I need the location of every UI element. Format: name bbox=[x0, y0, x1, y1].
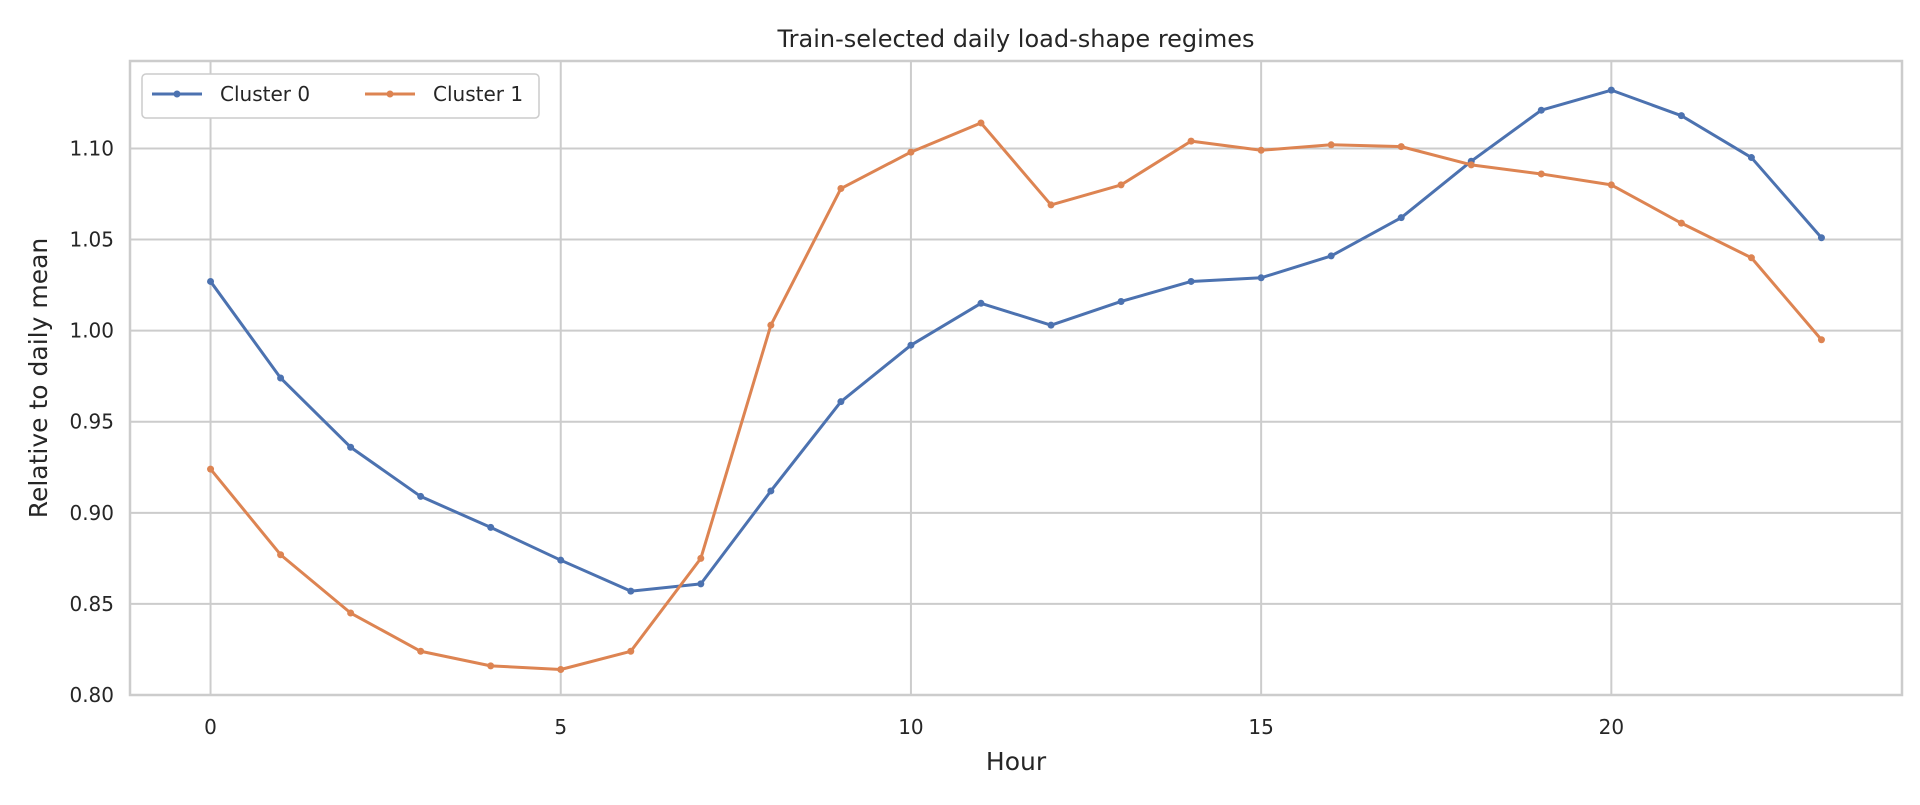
data-point bbox=[977, 119, 985, 127]
x-tick-label: 15 bbox=[1248, 715, 1273, 739]
data-point bbox=[1677, 112, 1685, 120]
data-point bbox=[1327, 141, 1335, 149]
y-tick-label: 0.80 bbox=[69, 683, 114, 707]
legend: Cluster 0 Cluster 1 bbox=[141, 73, 540, 119]
x-tick-label: 0 bbox=[204, 715, 217, 739]
data-point bbox=[1607, 181, 1615, 189]
legend-marker bbox=[173, 90, 181, 98]
legend-label: Cluster 1 bbox=[433, 82, 523, 106]
legend-marker bbox=[386, 90, 394, 98]
data-point bbox=[1677, 219, 1685, 227]
data-point bbox=[487, 662, 495, 670]
data-point bbox=[1817, 234, 1825, 242]
y-tick-label: 0.95 bbox=[69, 410, 114, 434]
x-tick-label: 5 bbox=[554, 715, 567, 739]
data-point bbox=[1047, 321, 1055, 329]
data-point bbox=[1817, 336, 1825, 344]
data-point bbox=[1537, 106, 1545, 114]
plot-frame bbox=[128, 59, 1904, 697]
series-line bbox=[209, 88, 1823, 593]
grid-layer bbox=[130, 61, 1902, 696]
data-point bbox=[977, 299, 985, 307]
data-point bbox=[277, 551, 285, 559]
data-point bbox=[347, 609, 355, 617]
data-point bbox=[277, 374, 285, 382]
data-point bbox=[1747, 154, 1755, 162]
y-tick-label: 0.90 bbox=[69, 501, 114, 525]
data-point bbox=[837, 185, 845, 193]
data-point bbox=[1397, 143, 1405, 151]
data-point bbox=[347, 443, 355, 451]
legend-item: Cluster 0 bbox=[152, 82, 310, 106]
y-axis-label: Relative to daily mean bbox=[24, 238, 53, 519]
x-tick-label: 10 bbox=[898, 715, 923, 739]
data-point bbox=[207, 465, 215, 473]
data-point bbox=[1397, 214, 1405, 222]
data-point bbox=[557, 665, 565, 673]
data-point bbox=[1047, 201, 1055, 209]
data-point bbox=[627, 647, 635, 655]
data-point bbox=[697, 580, 705, 588]
data-point bbox=[417, 492, 425, 500]
data-point bbox=[207, 277, 215, 285]
data-point bbox=[487, 523, 495, 531]
legend-items: Cluster 0 Cluster 1 bbox=[152, 82, 523, 106]
chart-title: Train-selected daily load-shape regimes bbox=[777, 25, 1255, 53]
data-point bbox=[907, 148, 915, 156]
y-tick-label: 1.05 bbox=[69, 228, 114, 252]
tick-layer: 0 5 10 15 20 0.80 0.85 0.90 0.95 1.00 1.05 1.10 bbox=[69, 136, 1624, 739]
data-point bbox=[627, 587, 635, 595]
x-axis-label: Hour bbox=[986, 747, 1047, 776]
data-point bbox=[907, 341, 915, 349]
data-point bbox=[1607, 86, 1615, 94]
y-tick-label: 0.85 bbox=[69, 592, 114, 616]
data-point bbox=[1327, 252, 1335, 260]
series-line bbox=[209, 121, 1823, 671]
data-point bbox=[767, 487, 775, 495]
data-point bbox=[1187, 137, 1195, 145]
y-tick-label: 1.00 bbox=[69, 319, 114, 343]
legend-item: Cluster 1 bbox=[365, 82, 523, 106]
legend-box bbox=[141, 73, 540, 119]
data-point bbox=[1257, 146, 1265, 154]
y-tick-label: 1.10 bbox=[69, 136, 114, 160]
data-point bbox=[1117, 297, 1125, 305]
series-1 bbox=[207, 119, 1825, 673]
data-point bbox=[1257, 274, 1265, 282]
data-point bbox=[1747, 254, 1755, 262]
series-0 bbox=[207, 86, 1825, 595]
x-tick-label: 20 bbox=[1599, 715, 1624, 739]
data-point bbox=[697, 554, 705, 562]
data-point bbox=[767, 321, 775, 329]
legend-label: Cluster 0 bbox=[220, 82, 310, 106]
data-point bbox=[1467, 161, 1475, 169]
data-point bbox=[1537, 170, 1545, 178]
data-point bbox=[417, 647, 425, 655]
series-layer bbox=[207, 86, 1825, 673]
data-point bbox=[1117, 181, 1125, 189]
data-point bbox=[1187, 277, 1195, 285]
data-point bbox=[557, 556, 565, 564]
data-point bbox=[837, 398, 845, 406]
